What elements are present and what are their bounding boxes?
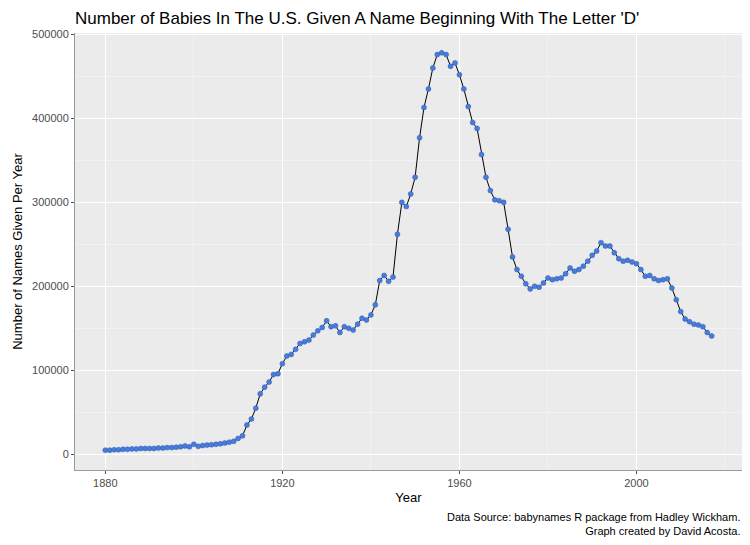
- svg-text:300000: 300000: [32, 196, 69, 208]
- svg-text:1880: 1880: [93, 477, 117, 489]
- svg-text:1960: 1960: [447, 477, 471, 489]
- svg-text:Year: Year: [395, 490, 422, 505]
- svg-text:100000: 100000: [32, 364, 69, 376]
- svg-text:1920: 1920: [270, 477, 294, 489]
- svg-text:400000: 400000: [32, 112, 69, 124]
- svg-text:Number of Names Given Per Year: Number of Names Given Per Year: [10, 153, 25, 350]
- svg-text:500000: 500000: [32, 28, 69, 40]
- svg-text:Number of Babies In The U.S. G: Number of Babies In The U.S. Given A Nam…: [75, 9, 639, 28]
- svg-text:2000: 2000: [624, 477, 648, 489]
- svg-text:200000: 200000: [32, 280, 69, 292]
- svg-text:0: 0: [63, 448, 69, 460]
- svg-text:Data Source: babynames R packa: Data Source: babynames R package from Ha…: [447, 511, 740, 537]
